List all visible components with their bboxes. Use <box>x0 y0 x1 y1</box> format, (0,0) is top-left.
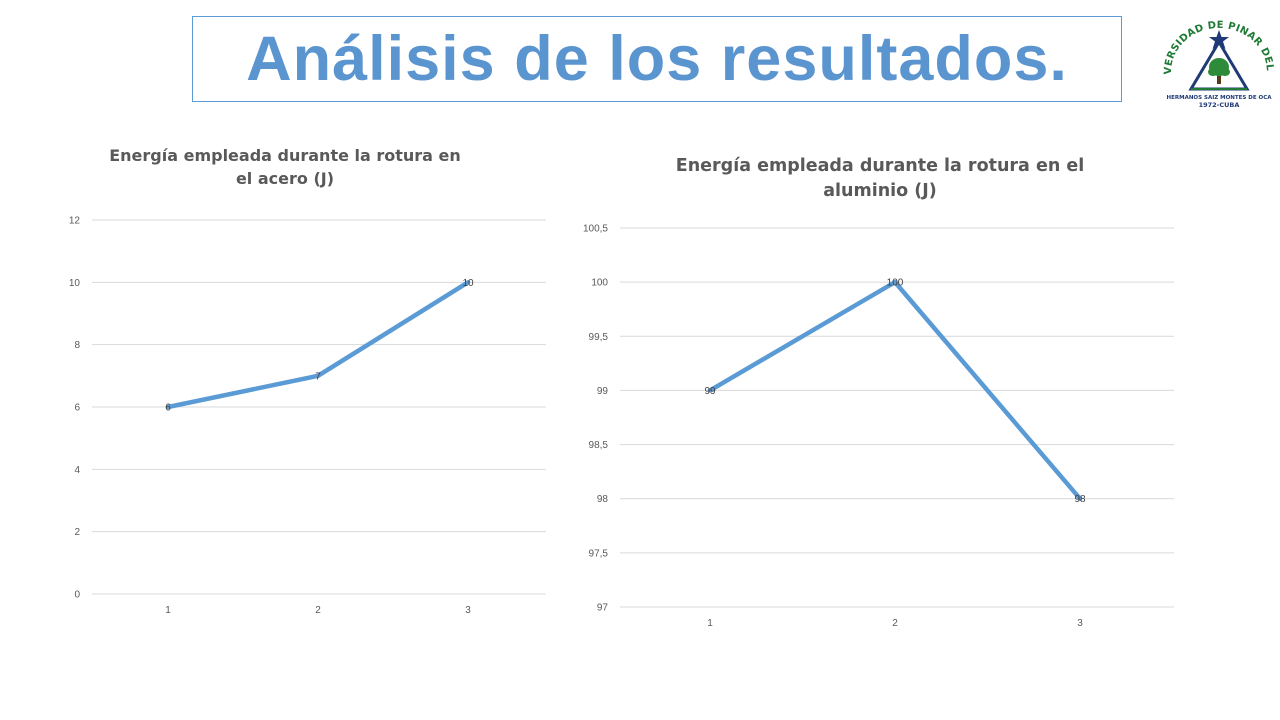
y-tick-label: 100,5 <box>583 224 608 235</box>
data-label: 99 <box>704 386 716 397</box>
x-tick-label: 1 <box>165 605 171 616</box>
y-tick-label: 6 <box>74 403 80 414</box>
logo-line2: 1972-CUBA <box>1199 101 1240 109</box>
data-label: 7 <box>315 371 321 382</box>
chart-title: Energía empleada durante la rotura en el… <box>675 156 1085 202</box>
y-tick-label: 12 <box>69 216 81 227</box>
y-tick-label: 0 <box>74 590 80 601</box>
data-label: 6 <box>165 403 171 414</box>
x-tick-label: 2 <box>892 618 898 629</box>
title-box: Análisis de los resultados. <box>192 16 1122 102</box>
y-tick-label: 98,5 <box>589 440 609 451</box>
y-tick-label: 99,5 <box>589 332 609 343</box>
y-tick-label: 97,5 <box>589 548 609 559</box>
y-tick-label: 99 <box>597 386 609 397</box>
x-tick-label: 3 <box>465 605 471 616</box>
y-tick-label: 8 <box>74 340 80 351</box>
series-line <box>707 279 1083 501</box>
logo-line1: HERMANOS SAIZ MONTES DE OCA <box>1167 95 1273 101</box>
x-tick-label: 3 <box>1077 618 1083 629</box>
university-logo: UNIVERSIDAD DE PINAR DEL RIO HERMANOS SA… <box>1154 4 1280 112</box>
data-label: 10 <box>462 278 474 289</box>
y-tick-label: 2 <box>74 527 80 538</box>
x-tick-label: 1 <box>707 618 713 629</box>
slide-title: Análisis de los resultados. <box>246 23 1068 94</box>
chart-steel: Energía empleada durante la rotura en el… <box>0 0 560 720</box>
chart-plot: 97 97,5 98 98,5 99 99,5 100 100,5 1 2 3 99 100 98 <box>583 224 1174 629</box>
chart-title: Energía empleada durante la rotura en el… <box>109 146 461 189</box>
y-tick-label: 97 <box>597 603 609 614</box>
series-line <box>165 280 471 410</box>
data-label: 100 <box>887 278 904 289</box>
chart-aluminium: Energía empleada durante la rotura en el… <box>560 0 1280 720</box>
data-label: 98 <box>1074 494 1086 505</box>
y-tick-label: 10 <box>69 278 81 289</box>
x-tick-label: 2 <box>315 605 321 616</box>
y-tick-label: 100 <box>591 278 608 289</box>
y-tick-label: 98 <box>597 494 609 505</box>
y-tick-label: 4 <box>74 465 80 476</box>
